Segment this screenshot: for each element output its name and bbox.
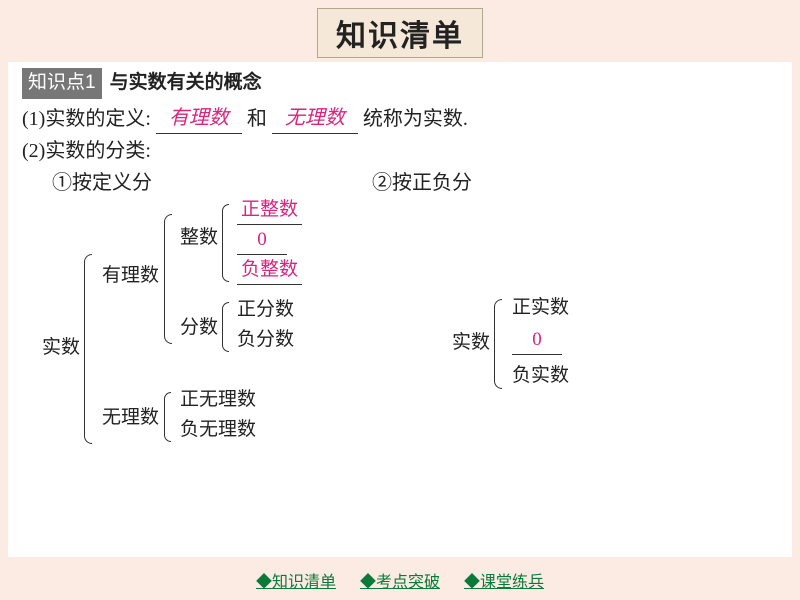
definition-1: (1)实数的定义: 有理数 和 无理数 统称为实数. [22,103,778,134]
brace-integer [222,204,229,282]
footer-nav: ◆知识清单 ◆考点突破 ◆课堂练兵 [0,568,800,592]
definition-2: (2)实数的分类: [22,136,778,166]
t2-posreal: 正实数 [512,294,569,323]
t1-posfrac: 正分数 [237,296,294,325]
header: 知识清单 [0,0,800,62]
t1-root: 实数 [42,334,80,363]
kp-title: 与实数有关的概念 [110,69,262,98]
brace-irrational [164,392,171,442]
brace-fraction [222,302,229,352]
t1-rational: 有理数 [102,262,159,291]
footer-link-2[interactable]: ◆考点突破 [360,574,440,591]
t1-irrational: 无理数 [102,404,159,433]
t2-zero: 0 [512,326,562,356]
sub1: ①按定义分 [52,168,372,198]
brace-root [84,254,92,444]
t1-zero: 0 [237,226,287,256]
t1-posint: 正整数 [237,196,302,226]
t1-negirr: 负无理数 [180,416,256,445]
sub2: ②按正负分 [372,168,472,198]
t1-integer: 整数 [180,224,218,253]
brace-rational [164,214,172,344]
def1-blank2: 无理数 [272,103,358,134]
tree-diagrams: 实数 有理数 整数 正整数 0 负整数 分数 正分数 负分数 无理数 正无理数 … [22,204,778,484]
t1-fraction: 分数 [180,314,218,343]
footer-link-3[interactable]: ◆课堂练兵 [464,574,544,591]
def1-prefix: (1)实数的定义: [22,108,151,130]
def1-blank1: 有理数 [156,103,242,134]
def1-mid: 和 [247,108,267,130]
t2-root: 实数 [452,329,490,358]
brace-t2 [494,299,502,389]
t1-negfrac: 负分数 [237,326,294,355]
subtitle-row: ①按定义分 ②按正负分 [52,168,778,198]
def1-suffix: 统称为实数. [363,108,468,130]
t1-negint: 负整数 [237,256,302,286]
t1-posirr: 正无理数 [180,386,256,415]
def2-text: (2)实数的分类: [22,140,151,162]
t2-negreal: 负实数 [512,362,569,391]
header-title: 知识清单 [317,8,483,58]
kp-badge: 知识点1 [22,68,102,99]
footer-link-1[interactable]: ◆知识清单 [256,574,336,591]
knowledge-point-row: 知识点1 与实数有关的概念 [22,68,778,99]
content-panel: 知识点1 与实数有关的概念 (1)实数的定义: 有理数 和 无理数 统称为实数.… [8,62,792,557]
